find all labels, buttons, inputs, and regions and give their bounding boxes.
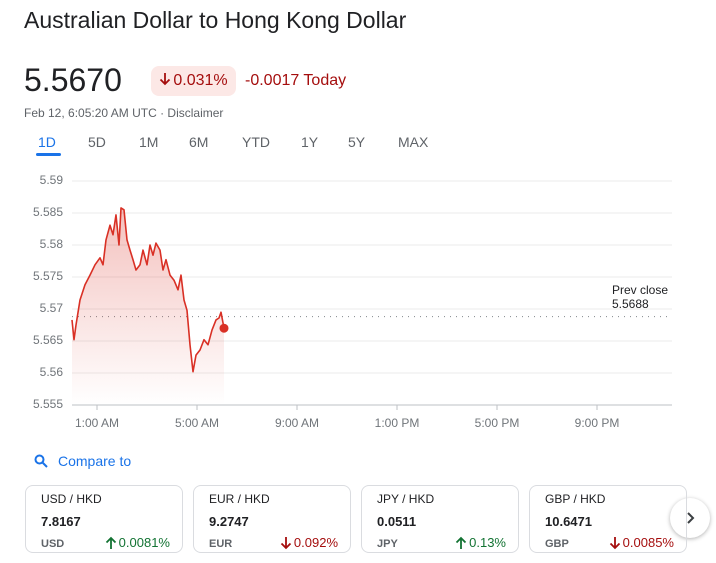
tab[interactable]: 5D [88,134,106,150]
arrow-path [455,536,467,549]
price-line [71,207,225,373]
disclaimer-link[interactable]: Disclaimer [167,106,224,120]
tab[interactable]: 1D [38,134,56,150]
title: Australian Dollar to Hong Kong Dollar [24,7,407,33]
y-tick-label: 5.56 [40,365,64,379]
tab[interactable]: 1Y [301,134,319,150]
y-tick-label: 5.59 [40,173,64,187]
change-percent: 0.031% [173,72,228,89]
arrow-icon [455,536,467,549]
change-text: 0.0085% [622,535,674,550]
card-price: 0.0511 [377,514,417,529]
card-change: 0.13% [455,535,506,550]
arrow-icon [280,536,292,549]
arrow-path [280,536,292,549]
change-badge: 0.031% [151,66,236,96]
current-point [219,323,229,333]
change-text: 0.13% [469,535,506,550]
arrow-icon [160,72,171,85]
area [72,207,224,405]
compare-to[interactable]: Compare to [34,453,131,469]
prev-close-label: Prev close [612,283,668,297]
compare-card[interactable]: USD / HKD 7.8167 USD 0.0081% [25,485,183,553]
x-tick-label: 5:00 AM [175,416,219,430]
chart: 5.555 5.56 5.565 5.57 5.575 5.58 5.585 5.59 1:00… [33,173,672,430]
timestamp-text: Feb 12, 6:05:20 AM UTC · [24,106,165,120]
card-price: 10.6471 [545,514,592,529]
card-change: 0.0081% [105,535,170,550]
tab[interactable]: MAX [398,134,429,150]
chevron-icon [687,512,695,524]
next-button[interactable] [670,498,710,538]
pair: GBP / HKD [545,492,606,506]
pair: JPY / HKD [377,492,435,506]
card-change: 0.092% [280,535,338,550]
change-text: 0.092% [293,535,338,550]
x-tick-label: 1:00 PM [375,416,420,430]
x-tick-label: 9:00 PM [575,416,620,430]
x-tick-label: 1:00 AM [75,416,119,430]
price: 5.5670 [24,62,122,98]
y-tick-label: 5.585 [33,205,63,219]
y-tick-label: 5.565 [33,333,63,347]
tab[interactable]: 6M [189,134,209,150]
currency: USD [41,538,65,550]
change-absolute: -0.0017 Today [245,72,347,89]
change-text: 0.0081% [118,535,170,550]
y-tick-label: 5.58 [40,237,64,251]
arrow-icon [609,536,620,549]
tab[interactable]: 1M [139,134,159,150]
pair: EUR / HKD [209,492,270,506]
tab[interactable]: 5Y [348,134,366,150]
card-change: 0.0085% [609,535,674,550]
prev-close-value: 5.5688 [612,297,649,311]
timestamp: Feb 12, 6:05:20 AM UTC · Disclaimer [24,106,223,120]
search-icon [34,454,48,468]
y-tick-label: 5.57 [40,301,64,315]
currency: GBP [545,538,569,550]
compare-card[interactable]: JPY / HKD 0.0511 JPY 0.13% [361,485,519,553]
y-tick-label: 5.575 [33,269,63,283]
arrow-path [160,72,171,85]
arrow-path [105,536,116,549]
currency: JPY [377,538,398,550]
card-price: 7.8167 [41,514,81,529]
tab[interactable]: YTD [242,134,270,150]
compare-card[interactable]: EUR / HKD 9.2747 EUR 0.092% [193,485,351,553]
x-tick-label: 9:00 AM [275,416,319,430]
arrow-icon [105,536,116,549]
card-price: 9.2747 [209,514,249,529]
compare-card[interactable]: GBP / HKD 10.6471 GBP 0.0085% [529,485,687,553]
x-tick-label: 5:00 PM [475,416,520,430]
compare-title: Compare to [58,453,132,469]
arrow-path [609,536,620,549]
currency: EUR [209,538,233,550]
tab-underline [36,153,61,156]
y-tick-label: 5.555 [33,397,63,411]
pair: USD / HKD [41,492,102,506]
arrow-icon [159,72,171,91]
